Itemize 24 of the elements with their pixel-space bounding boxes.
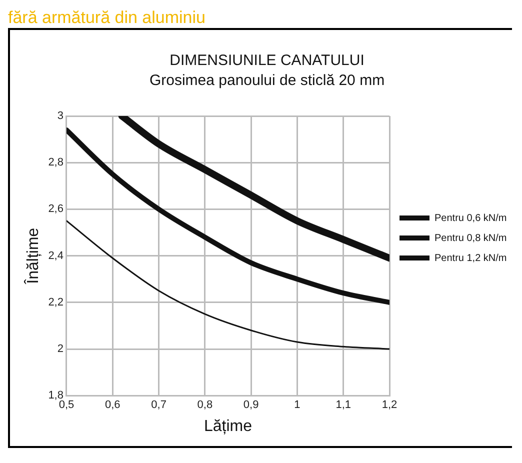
y-axis-title: Înălțime: [24, 228, 42, 285]
x-tick-label: 0,9: [243, 399, 259, 412]
y-tick-label: 2,8: [48, 156, 64, 169]
y-tick-label: 2: [57, 343, 64, 356]
y-tick-label: 2,4: [48, 250, 64, 262]
line-series: [66, 220, 390, 350]
chart-title: DIMENSIUNILE CANATULUI: [170, 52, 364, 70]
x-tick-label: 1: [294, 399, 300, 412]
legend-label: Pentru 0,8 kN/m: [434, 232, 507, 244]
legend-label: Pentru 1,2 kN/m: [434, 252, 507, 264]
y-tick-label: 1,8: [48, 390, 64, 402]
text: fără armătură din aluminiu: [8, 8, 206, 28]
legend-label: Pentru 0,6 kN/m: [434, 212, 507, 224]
x-tick-label: 0,5: [58, 399, 74, 412]
x-tick-label: 0,7: [151, 399, 166, 412]
chart-subtitle: Grosimea panoului de sticlă 20 mm: [149, 72, 385, 90]
y-tick-label: 3: [57, 110, 64, 122]
x-tick-label: 0,8: [197, 399, 213, 412]
x-axis-title: Lățime: [204, 418, 252, 435]
y-tick-label: 2,6: [48, 203, 64, 216]
x-tick-label: 1,1: [336, 399, 352, 412]
x-tick-label: 1,2: [382, 399, 398, 412]
y-tick-label: 2,2: [48, 296, 64, 308]
x-tick-label: 0,6: [104, 399, 120, 412]
